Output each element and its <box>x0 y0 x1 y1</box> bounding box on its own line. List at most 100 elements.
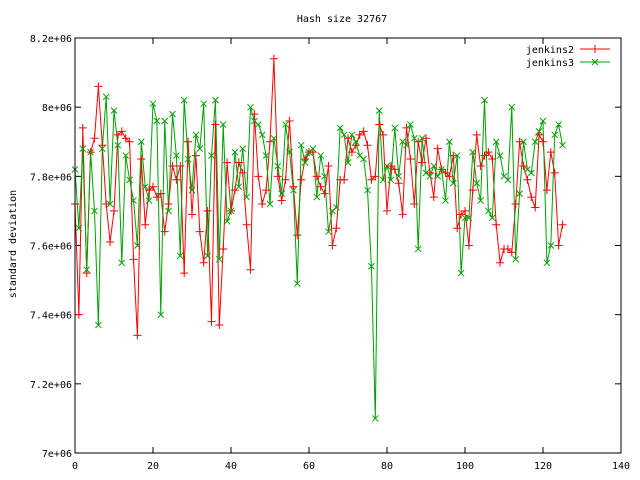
data-point-jenkins3 <box>208 152 215 159</box>
data-point-jenkins2 <box>422 134 430 143</box>
data-point-jenkins3 <box>270 134 278 142</box>
data-point-jenkins2 <box>149 182 157 191</box>
data-point-jenkins2 <box>324 161 333 170</box>
x-tick-label: 100 <box>456 461 474 472</box>
data-point-jenkins2 <box>492 220 501 229</box>
data-point-jenkins3 <box>430 162 438 170</box>
data-point-jenkins3 <box>122 152 130 159</box>
data-point-jenkins2 <box>476 161 485 170</box>
data-point-jenkins2 <box>234 158 243 167</box>
data-point-jenkins3 <box>223 217 231 225</box>
data-point-jenkins2 <box>203 206 212 215</box>
data-point-jenkins2 <box>402 123 411 132</box>
data-point-jenkins2 <box>527 193 536 202</box>
data-point-jenkins3 <box>379 176 387 184</box>
data-point-jenkins2 <box>359 127 368 136</box>
data-point-jenkins3 <box>465 214 473 222</box>
data-point-jenkins3 <box>516 190 523 197</box>
data-point-jenkins2 <box>113 130 122 139</box>
data-point-jenkins2 <box>172 175 181 184</box>
data-point-jenkins2 <box>238 168 247 177</box>
data-point-jenkins2 <box>106 238 115 247</box>
data-point-jenkins2 <box>546 148 555 157</box>
data-point-jenkins2 <box>125 137 134 146</box>
data-point-jenkins2 <box>535 130 544 139</box>
data-point-jenkins3 <box>309 145 317 153</box>
data-point-jenkins2 <box>285 117 294 125</box>
data-point-jenkins3 <box>196 145 204 153</box>
data-point-jenkins2 <box>344 134 352 143</box>
data-point-jenkins2 <box>468 186 477 195</box>
data-point-jenkins2 <box>207 317 216 326</box>
data-point-jenkins3 <box>446 138 453 146</box>
data-point-jenkins2 <box>457 210 466 219</box>
data-point-jenkins3 <box>161 117 169 125</box>
data-point-jenkins2 <box>488 155 497 164</box>
data-point-jenkins3 <box>266 200 274 208</box>
data-point-jenkins3 <box>352 138 360 146</box>
data-point-jenkins3 <box>173 152 180 159</box>
data-point-jenkins3 <box>278 190 286 197</box>
data-point-jenkins3 <box>508 103 516 111</box>
data-point-jenkins2 <box>191 151 200 160</box>
data-point-jenkins2 <box>554 241 563 250</box>
data-point-jenkins2 <box>390 165 399 174</box>
data-point-jenkins3 <box>118 259 126 267</box>
data-point-jenkins2 <box>160 227 169 236</box>
data-point-jenkins3 <box>98 145 106 153</box>
data-point-jenkins2 <box>74 310 83 319</box>
data-point-jenkins3 <box>414 245 422 253</box>
data-point-jenkins2 <box>320 189 329 198</box>
data-point-jenkins3 <box>114 141 122 149</box>
data-point-jenkins3 <box>130 197 137 204</box>
data-point-jenkins2 <box>121 134 130 143</box>
data-point-jenkins3 <box>106 200 114 208</box>
y-tick-label: 7.2e+06 <box>30 380 72 391</box>
data-point-jenkins3 <box>340 131 348 139</box>
data-point-jenkins3 <box>235 183 243 191</box>
data-point-jenkins2 <box>371 172 380 181</box>
data-point-jenkins2 <box>550 168 559 177</box>
data-point-jenkins2 <box>195 227 204 236</box>
data-point-jenkins3 <box>184 155 192 163</box>
data-point-jenkins3 <box>336 124 344 132</box>
data-point-jenkins3 <box>149 100 157 108</box>
data-point-jenkins3 <box>391 124 399 132</box>
data-point-jenkins2 <box>453 224 462 233</box>
data-point-jenkins3 <box>555 121 562 128</box>
data-point-jenkins3 <box>344 159 352 166</box>
data-point-jenkins2 <box>90 134 99 143</box>
data-point-jenkins2 <box>511 200 520 208</box>
data-point-jenkins3 <box>321 172 328 180</box>
data-point-jenkins2 <box>215 321 224 330</box>
data-point-jenkins3 <box>188 186 196 194</box>
data-point-jenkins3 <box>87 148 94 156</box>
data-point-jenkins3 <box>180 96 188 104</box>
data-point-jenkins3 <box>531 138 539 146</box>
data-point-jenkins3 <box>488 214 496 222</box>
data-point-jenkins3 <box>231 148 239 156</box>
data-point-jenkins2 <box>542 186 551 195</box>
data-point-jenkins2 <box>410 200 419 208</box>
data-point-jenkins2 <box>180 269 189 278</box>
data-point-jenkins2 <box>246 265 255 274</box>
data-point-jenkins3 <box>95 321 102 329</box>
data-point-jenkins2 <box>394 179 403 188</box>
data-point-jenkins3 <box>192 131 200 139</box>
data-point-jenkins2 <box>277 196 286 205</box>
data-point-jenkins3 <box>543 259 551 267</box>
data-point-jenkins3 <box>492 138 500 146</box>
data-point-jenkins3 <box>219 121 227 128</box>
data-point-jenkins3 <box>407 121 414 128</box>
data-point-jenkins2 <box>367 175 376 184</box>
data-point-jenkins3 <box>496 152 504 159</box>
data-point-jenkins3 <box>153 117 161 125</box>
data-point-jenkins2 <box>164 200 173 208</box>
plot-frame <box>74 37 622 454</box>
x-tick-label: 120 <box>534 461 552 472</box>
data-point-jenkins3 <box>102 93 110 101</box>
data-point-jenkins2 <box>137 155 146 164</box>
y-tick-label: 7e+06 <box>42 449 72 460</box>
y-tick-label: 7.8e+06 <box>30 172 72 183</box>
data-point-jenkins2 <box>176 161 185 170</box>
